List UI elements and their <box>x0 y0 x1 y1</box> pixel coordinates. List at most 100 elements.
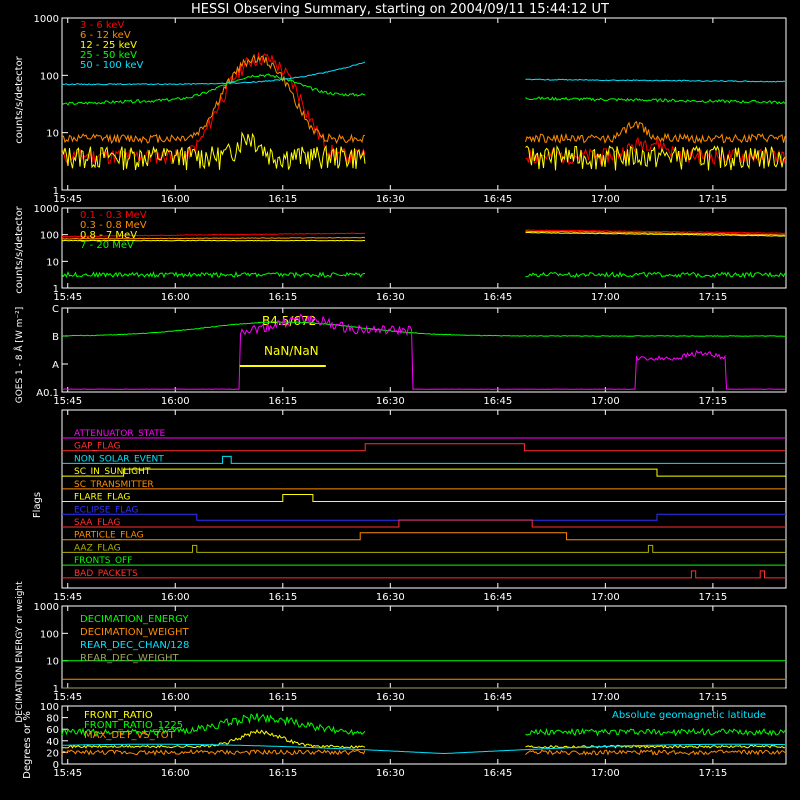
x-tick-label: 16:00 <box>161 396 190 407</box>
x-tick-label: 16:30 <box>376 194 405 205</box>
x-tick-label: 16:30 <box>376 592 405 603</box>
y-tick-label: 60 <box>46 725 59 736</box>
flags-y-label: Flags <box>32 492 43 518</box>
x-tick-label: 16:45 <box>483 768 512 779</box>
x-tick-label: 16:00 <box>161 194 190 205</box>
series-line-12-25keV <box>61 131 786 171</box>
x-tick-label: 17:00 <box>591 292 620 303</box>
y-tick-label: 1000 <box>34 14 59 25</box>
y-tick-label: 40 <box>46 737 59 748</box>
x-tick-label: 16:15 <box>268 292 297 303</box>
series-line-6-12keV <box>61 53 786 145</box>
y-tick-label: 100 <box>40 71 59 82</box>
x-tick-label: 16:45 <box>483 692 512 703</box>
series-line-25-50keV <box>61 73 786 106</box>
series-line-0.1-0.3MeV <box>61 229 786 238</box>
x-tick-label: 16:45 <box>483 592 512 603</box>
panel-frame-flags <box>61 409 787 589</box>
legend-entry: DECIMATION_WEIGHT <box>80 627 189 638</box>
x-tick-label: 15:45 <box>53 396 82 407</box>
goes-y-label: GOES 1 - 8 Å [W m⁻²] <box>13 307 25 404</box>
legend-entry: FRONT_RATIO <box>84 710 153 721</box>
flag-line <box>62 443 786 452</box>
y-tick-label: 1 <box>53 186 59 197</box>
y-tick-label: 0 <box>53 760 59 771</box>
legend-entry: REAR_DEC_CHAN/128 <box>80 640 189 651</box>
flag-label: ATTENUATOR_STATE <box>74 429 166 439</box>
y-tick-label: C <box>52 304 59 315</box>
goes-long-line <box>62 321 785 337</box>
x-tick-label: 15:45 <box>53 194 82 205</box>
x-tick-label: 16:15 <box>268 768 297 779</box>
x-tick-label: 17:00 <box>591 592 620 603</box>
flag-line <box>62 468 786 477</box>
series-line-0.3-0.8MeV <box>62 230 786 240</box>
flag-label: BAD_PACKETS <box>74 569 138 579</box>
legend-entry: 6 - 12 keV <box>80 30 131 41</box>
x-tick-label: 17:15 <box>698 194 727 205</box>
y-tick-label: A0.1 <box>36 388 59 399</box>
ratio-line-3 <box>62 743 785 754</box>
y-tick-label: 10 <box>46 657 59 668</box>
x-tick-label: 16:30 <box>376 292 405 303</box>
series-line-0.8-7MeV <box>61 231 786 242</box>
flag-label: AAZ_FLAG <box>74 543 121 553</box>
x-tick-label: 16:15 <box>268 194 297 205</box>
x-tick-label: 16:45 <box>483 396 512 407</box>
x-tick-label: 16:00 <box>161 768 190 779</box>
y-tick-label: 1000 <box>34 204 59 215</box>
x-tick-label: 15:45 <box>53 768 82 779</box>
x-tick-label: 17:15 <box>698 396 727 407</box>
x-tick-label: 16:15 <box>268 692 297 703</box>
series-line-50-100keV <box>61 61 786 86</box>
flag-label: SC_IN_SUNLIGHT <box>74 467 151 477</box>
x-tick-label: 16:00 <box>161 292 190 303</box>
legend-entry: MAX_DET_VS_TOT <box>84 730 176 741</box>
flag-line <box>62 519 786 528</box>
panel-frame-hxr <box>61 17 787 191</box>
legend-entry: DECIMATION_ENERGY <box>80 614 189 625</box>
flag-line <box>62 570 786 579</box>
x-tick-label: 17:15 <box>698 768 727 779</box>
y-tick-label: 100 <box>40 629 59 640</box>
x-tick-label: 17:00 <box>591 692 620 703</box>
x-tick-label: 16:30 <box>376 768 405 779</box>
chart-title: HESSI Observing Summary, starting on 200… <box>191 2 609 17</box>
flag-line <box>62 544 786 553</box>
legend-entry: 0.3 - 0.8 MeV <box>80 220 147 231</box>
flag-label: PARTICLE_FLAG <box>74 531 144 541</box>
x-tick-label: 17:00 <box>591 194 620 205</box>
y-tick-label: 1000 <box>34 602 59 613</box>
y-tick-label: 100 <box>40 702 59 713</box>
y-tick-label: 100 <box>40 231 59 242</box>
x-tick-label: 16:30 <box>376 396 405 407</box>
decimation-y-label: DECIMATION ENERGY or weight <box>15 581 25 723</box>
flag-label: NON_SOLAR_EVENT <box>74 454 164 464</box>
panel-frame-gamma <box>61 207 787 289</box>
flag-line <box>62 532 786 541</box>
goes-short-line <box>62 313 786 390</box>
legend-entry: 0.8 - 7 MeV <box>80 230 137 241</box>
x-tick-label: 15:45 <box>53 292 82 303</box>
y-tick-label: 10 <box>46 257 59 268</box>
legend-entry: 50 - 100 keV <box>80 60 144 71</box>
y-tick-label: A <box>52 360 59 371</box>
legend-entry: REAR_DEC_WEIGHT <box>80 653 179 664</box>
legend-entry: FRONT_RATIO_1225 <box>84 720 183 731</box>
x-tick-label: 16:45 <box>483 194 512 205</box>
x-tick-label: 17:00 <box>591 768 620 779</box>
y-tick-label: 20 <box>46 748 59 759</box>
x-tick-label: 17:15 <box>698 592 727 603</box>
x-tick-label: 16:00 <box>161 692 190 703</box>
ratio-line-0 <box>62 729 785 749</box>
x-tick-label: 15:45 <box>53 692 82 703</box>
panel-frame-ratio <box>61 705 787 765</box>
legend-entry: 12 - 25 keV <box>80 40 137 51</box>
flag-label: SC_TRANSMITTER <box>74 480 154 490</box>
x-tick-label: 16:15 <box>268 592 297 603</box>
flag-label: ECLIPSE_FLAG <box>74 505 138 515</box>
panel-frame-goes <box>61 307 787 393</box>
gamma-y-label: counts/s/detector <box>14 205 25 293</box>
flag-line <box>62 494 786 503</box>
